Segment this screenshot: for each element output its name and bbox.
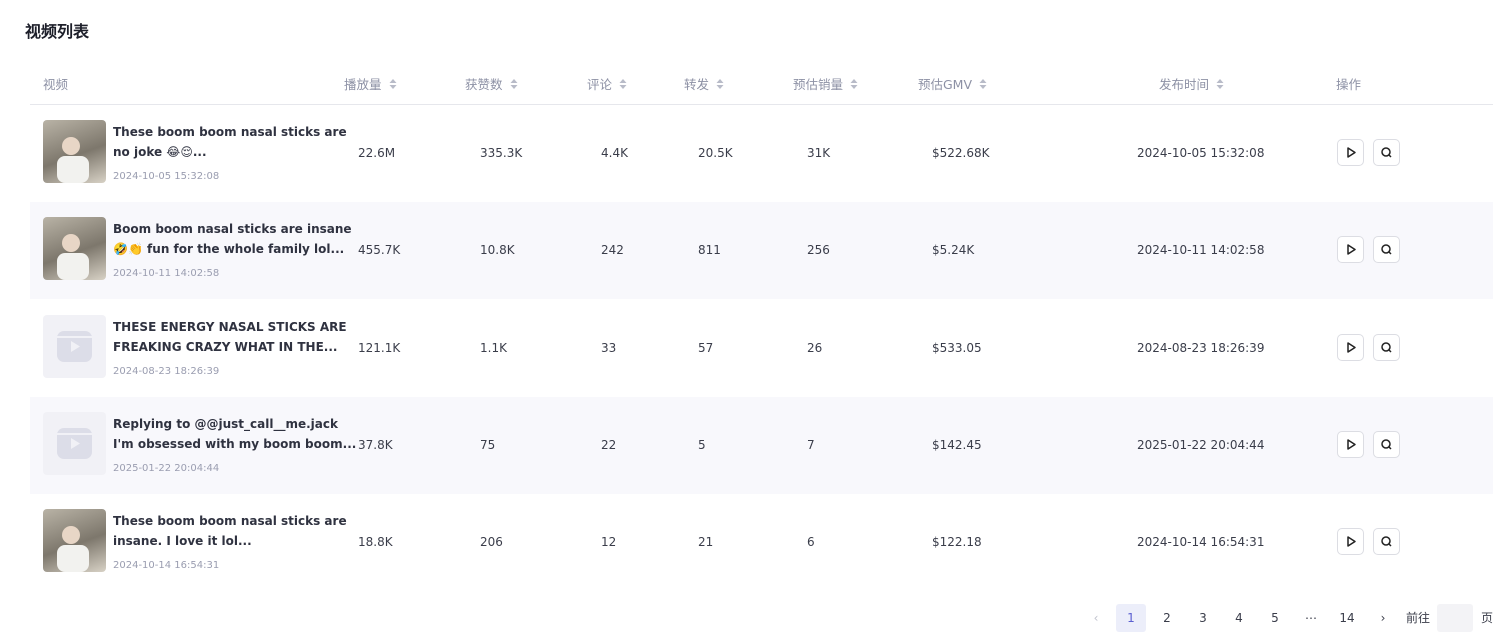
column-header[interactable]: 发布时间 [1159,77,1224,93]
row-background [30,396,1493,494]
cell-likes: 10.8K [480,243,515,258]
play-button[interactable] [1337,236,1364,264]
cell-gmv: $533.05 [932,340,982,355]
column-header[interactable]: 预估销量 [793,77,858,93]
page-number[interactable]: 5 [1271,611,1279,625]
cell-comments: 242 [601,243,624,258]
video-date: 2024-10-14 16:54:31 [113,560,220,572]
row-background [30,202,1493,300]
thumbnail[interactable] [43,217,106,281]
cell-published: 2024-08-23 18:26:39 [1137,340,1265,355]
column-header: 操作 [1336,77,1362,92]
page-number[interactable]: 3 [1199,611,1207,625]
page-number[interactable]: 14 [1339,611,1355,625]
cell-sales: 7 [807,437,815,452]
cell-published: 2024-10-05 15:32:08 [1137,146,1265,160]
search-button[interactable] [1373,528,1400,556]
video-title[interactable]: I'm obsessed with my boom boom... [113,436,357,451]
video-date: 2024-10-11 14:02:58 [113,268,220,280]
page-number[interactable]: 4 [1235,611,1243,625]
cell-comments: 33 [601,340,617,355]
video-title[interactable]: Boom boom nasal sticks are insane [113,222,352,237]
goto-label: 前往 [1405,611,1430,625]
play-button[interactable] [1337,528,1364,556]
header-divider [30,104,1493,105]
cell-comments: 12 [601,535,617,550]
column-header[interactable]: 获赞数 [465,77,518,93]
cell-views: 22.6M [358,146,396,160]
cell-shares: 21 [698,535,714,550]
cell-views: 121.1K [358,340,401,355]
cell-sales: 26 [807,340,823,355]
cell-views: 37.8K [358,437,393,452]
column-header[interactable]: 转发 [684,77,724,93]
cell-shares: 811 [698,243,721,258]
thumbnail[interactable] [43,509,106,573]
cell-gmv: $522.68K [932,146,990,160]
cell-views: 455.7K [358,243,401,258]
video-title[interactable]: These boom boom nasal sticks are [113,514,347,529]
page-number[interactable]: 1 [1116,604,1146,632]
page-unit: 页 [1480,611,1493,625]
cell-gmv: $5.24K [932,243,975,258]
play-button[interactable] [1337,430,1364,458]
cell-published: 2025-01-22 20:04:44 [1137,437,1265,452]
cell-likes: 75 [480,437,496,452]
page-number[interactable]: 2 [1163,611,1171,625]
prev-page[interactable]: ‹ [1093,611,1099,625]
cell-sales: 256 [807,243,830,258]
video-title[interactable]: These boom boom nasal sticks are [113,125,347,139]
video-title[interactable]: insane. I love it lol... [113,534,252,549]
cell-likes: 335.3K [480,146,523,160]
cell-sales: 31K [807,146,831,160]
cell-likes: 206 [480,535,503,550]
column-header: 视频 [43,77,69,92]
cell-sales: 6 [807,535,815,550]
video-title[interactable]: THESE ENERGY NASAL STICKS ARE [113,319,347,334]
cell-likes: 1.1K [480,340,507,355]
cell-gmv: $142.45 [932,437,982,452]
video-title[interactable]: no joke 😂😌... [113,145,207,159]
column-header[interactable]: 评论 [587,77,627,93]
cell-shares: 57 [698,340,714,355]
page-number[interactable]: ⋯ [1305,611,1317,625]
cell-comments: 22 [601,437,617,452]
thumbnail[interactable] [43,411,106,475]
page-title: 视频列表 [25,22,90,41]
play-button[interactable] [1337,139,1364,166]
video-title[interactable]: 🤣👏 fun for the whole family lol... [113,242,345,257]
cell-views: 18.8K [358,535,393,550]
search-button[interactable] [1373,333,1400,361]
video-title[interactable]: Replying to @@just_call__me.jack [113,416,338,431]
thumbnail[interactable] [43,120,106,183]
column-header[interactable]: 预估GMV [918,77,987,93]
search-button[interactable] [1373,236,1400,264]
video-title[interactable]: FREAKING CRAZY WHAT IN THE... [113,339,338,354]
cell-published: 2024-10-14 16:54:31 [1137,535,1265,550]
video-date: 2024-10-05 15:32:08 [113,171,220,182]
cell-published: 2024-10-11 14:02:58 [1137,243,1265,258]
thumbnail[interactable] [43,314,106,378]
search-button[interactable] [1373,430,1400,458]
cell-gmv: $122.18 [932,535,982,550]
column-header[interactable]: 播放量 [344,77,397,93]
play-button[interactable] [1337,333,1364,361]
next-page[interactable]: › [1380,611,1386,625]
page-input[interactable] [1437,604,1473,632]
video-date: 2025-01-22 20:04:44 [113,462,220,474]
cell-comments: 4.4K [601,146,628,160]
cell-shares: 5 [698,437,706,452]
cell-shares: 20.5K [698,146,733,160]
video-date: 2024-08-23 18:26:39 [113,365,220,377]
search-button[interactable] [1373,139,1400,166]
